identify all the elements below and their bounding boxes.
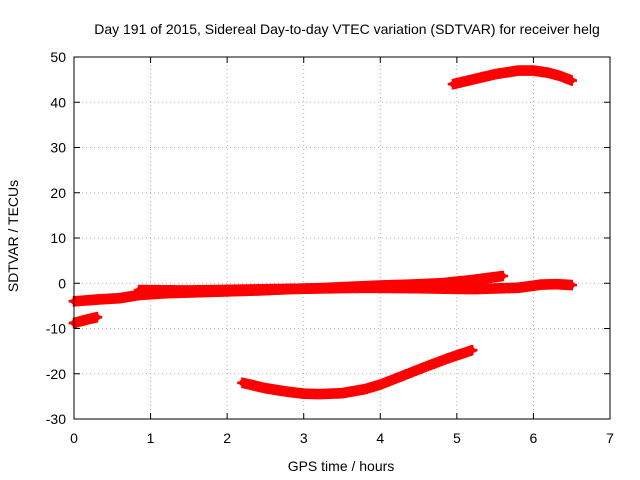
data-point: [135, 286, 143, 294]
data-point: [468, 285, 476, 293]
data-point: [468, 276, 476, 284]
x-axis-label: GPS time / hours: [288, 458, 395, 474]
data-point: [446, 354, 453, 362]
x-tick-label: 1: [147, 430, 155, 446]
y-tick-label: 10: [50, 230, 66, 246]
data-point: [93, 313, 101, 321]
track-main-flat: [133, 278, 578, 296]
y-tick-label: 50: [50, 49, 66, 65]
axis-ticks: 0 1 2 3 4 5 6 7 -30 -20 -10 0 10 20 30 40 50: [46, 49, 614, 446]
track-lower-arc-markers: [237, 344, 478, 400]
data-point: [361, 385, 369, 393]
data-point: [185, 287, 193, 294]
x-tick-label: 7: [606, 430, 614, 446]
data-point: [468, 76, 476, 83]
track-lower-arc: [237, 344, 478, 400]
data-point: [82, 316, 89, 324]
track-upper-right-markers: [447, 65, 578, 90]
y-tick-label: 0: [58, 275, 66, 291]
data-point: [262, 385, 269, 392]
data-point: [116, 294, 124, 302]
data-point: [300, 390, 307, 397]
data-point: [449, 80, 457, 88]
y-tick-label: -10: [46, 321, 66, 337]
data-point: [423, 363, 430, 370]
y-tick-label: 30: [50, 140, 66, 156]
track-lower-left: [68, 311, 103, 329]
data-point: [315, 390, 323, 398]
track-upper-right: [447, 65, 578, 90]
data-point: [468, 347, 476, 354]
data-point: [285, 388, 292, 396]
data-point: [568, 281, 575, 289]
data-point: [361, 284, 369, 291]
data-point: [545, 69, 552, 77]
y-tick-label: 20: [50, 185, 66, 201]
data-point: [338, 390, 346, 397]
data-point: [93, 296, 101, 303]
data-point: [553, 280, 560, 288]
data-point: [491, 70, 499, 78]
data-point: [415, 285, 422, 292]
y-tick-label: -30: [46, 411, 66, 427]
chart-title: Day 191 of 2015, Sidereal Day-to-day VTE…: [94, 21, 600, 37]
data-point: [537, 281, 545, 288]
data-point: [514, 67, 522, 74]
data-series: [68, 65, 578, 400]
data-point: [377, 381, 384, 388]
x-tick-label: 2: [223, 430, 231, 446]
data-point: [400, 372, 407, 379]
grid: [74, 57, 610, 419]
x-tick-label: 4: [376, 430, 384, 446]
y-axis-label: SDTVAR / TECUs: [5, 180, 21, 292]
x-tick-label: 6: [530, 430, 538, 446]
data-point: [514, 284, 522, 291]
x-tick-label: 3: [300, 430, 308, 446]
data-point: [239, 286, 246, 293]
data-point: [530, 67, 537, 74]
data-point: [499, 272, 506, 280]
y-tick-label: 40: [50, 94, 66, 110]
data-point: [300, 285, 307, 292]
data-point: [557, 72, 564, 80]
x-tick-label: 5: [453, 430, 461, 446]
y-tick-label: -20: [46, 366, 66, 382]
data-point: [568, 77, 575, 84]
data-point: [239, 379, 246, 386]
x-tick-label: 0: [70, 430, 78, 446]
